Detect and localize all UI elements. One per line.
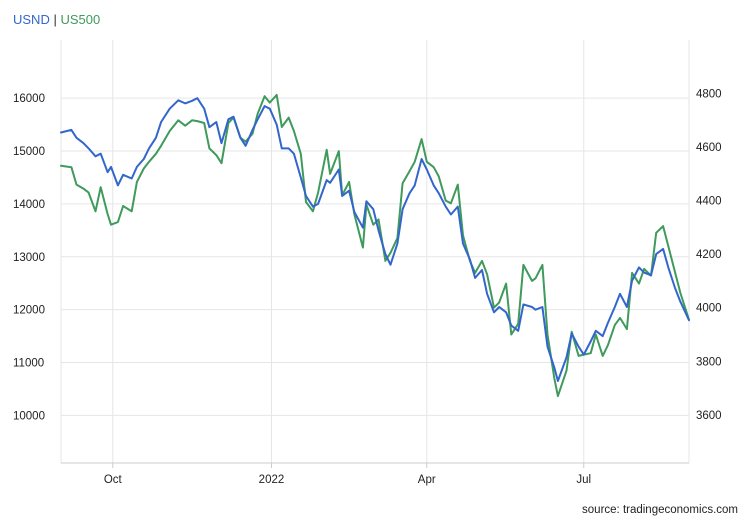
legend: USND | US500 [13,12,100,27]
legend-item-us500[interactable]: US500 [60,12,101,27]
y-left-tick-label: 16000 [13,93,45,105]
y-left-tick-label: 15000 [13,146,45,158]
y-right-tick-label: 4800 [696,89,722,101]
source-label: source: tradingeconomics.com [582,504,738,516]
x-tick-label: Oct [104,474,123,486]
y-right-tick-label: 3800 [696,356,722,368]
legend-item-usnd[interactable]: USND [13,12,50,27]
y-left-tick-label: 10000 [13,410,45,422]
y-right-tick-label: 4000 [696,303,722,315]
y-right-tick-label: 4200 [696,249,722,261]
series-line-usnd [60,97,690,382]
y-left-tick-label: 14000 [13,199,45,211]
y-left-tick-label: 11000 [13,358,44,370]
y-left-tick-label: 12000 [13,305,45,317]
y-left-tick-label: 13000 [13,252,45,264]
y-right-tick-label: 4600 [696,142,722,154]
x-tick-label: Jul [576,474,591,486]
x-tick-label: Apr [418,474,436,486]
y-right-tick-label: 3600 [696,410,722,422]
x-tick-label: 2022 [259,474,285,486]
y-right-tick-label: 4400 [696,196,722,208]
legend-separator: | [53,12,57,27]
